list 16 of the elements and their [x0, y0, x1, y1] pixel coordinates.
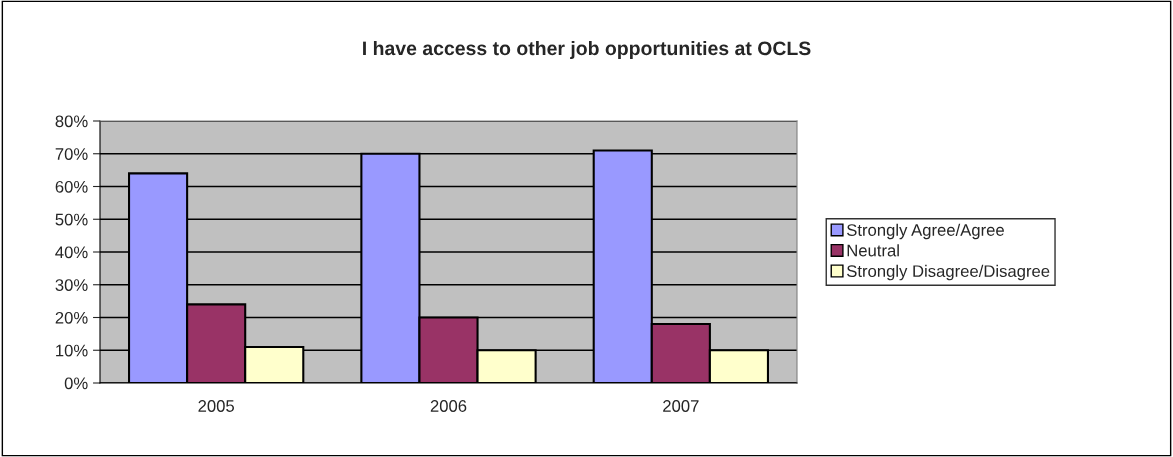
- x-tick-label: 2007: [663, 400, 699, 412]
- y-tick-label: 80%: [55, 115, 88, 128]
- y-tick-label: 20%: [55, 311, 88, 324]
- legend-label: Neutral: [847, 244, 899, 257]
- y-tick-label: 30%: [55, 279, 88, 291]
- y-tick-label: 40%: [55, 246, 88, 259]
- y-tick-label: 0%: [64, 377, 88, 390]
- y-tick-label: 50%: [55, 213, 88, 226]
- y-tick-label: 70%: [55, 148, 88, 160]
- x-tick-label: 2005: [198, 400, 235, 412]
- chart-title: I have access to other job opportunities at OCLS: [363, 40, 811, 60]
- legend-label: Strongly Agree/Agree: [847, 223, 1004, 240]
- y-tick-label: 60%: [55, 180, 88, 193]
- legend-label: Strongly Disagree/Disagree: [847, 264, 1050, 281]
- y-tick-label: 10%: [56, 344, 88, 357]
- x-tick-label: 2006: [430, 400, 467, 412]
